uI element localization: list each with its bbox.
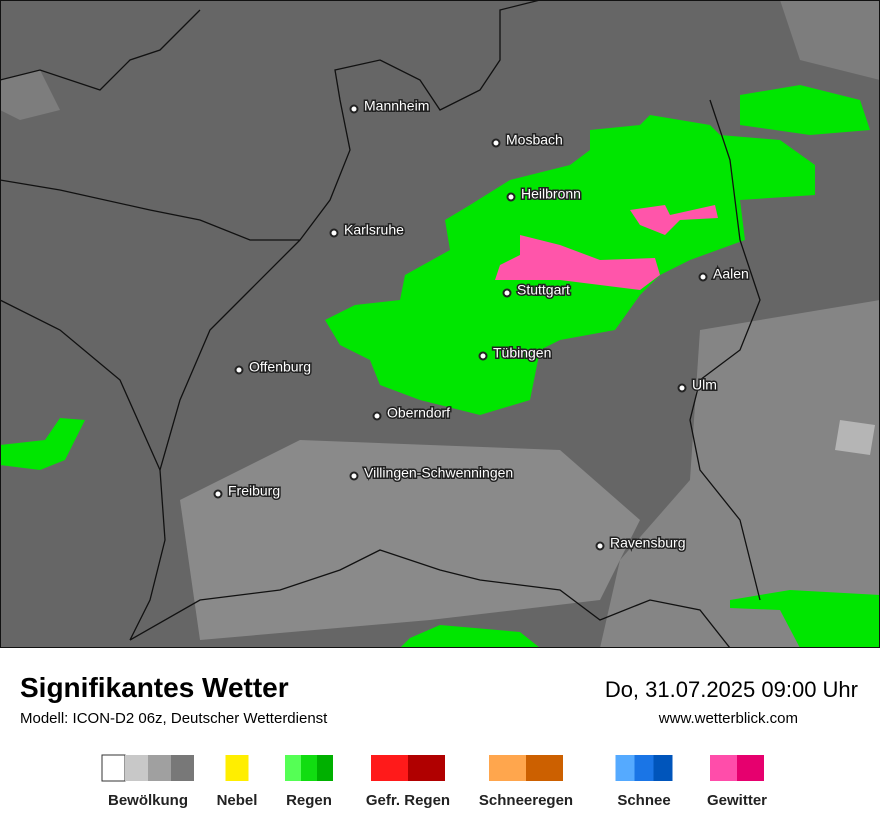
legend-swatch xyxy=(171,755,194,781)
cloud-area xyxy=(835,420,875,455)
cloud-area xyxy=(780,0,880,80)
city-marker xyxy=(213,489,223,499)
legend-swatch xyxy=(285,755,301,781)
rain-area xyxy=(400,625,540,648)
model-info: Modell: ICON-D2 06z, Deutscher Wetterdie… xyxy=(20,710,328,727)
city-label: Aalen xyxy=(713,266,749,282)
website: www.wetterblick.com xyxy=(658,710,798,727)
legend-swatch xyxy=(317,755,333,781)
state-border xyxy=(0,0,541,241)
legend-label: Nebel xyxy=(217,792,258,809)
city-label: Stuttgart xyxy=(517,282,570,298)
city-marker xyxy=(698,272,708,282)
legend-label: Gefr. Regen xyxy=(366,792,450,809)
legend-swatch xyxy=(225,755,249,781)
city-label: Mannheim xyxy=(364,98,429,114)
city-marker xyxy=(349,471,359,481)
city-marker xyxy=(234,365,244,375)
city-label: Oberndorf xyxy=(387,405,450,421)
city-marker xyxy=(502,288,512,298)
city-marker xyxy=(506,192,516,202)
legend-swatch xyxy=(710,755,737,781)
legend-swatch xyxy=(526,755,563,781)
city-label: Karlsruhe xyxy=(344,222,404,238)
legend: Bewölkung Nebel Regen Gefr. Regen Schneerege… xyxy=(101,754,767,809)
datetime: Do, 31.07.2025 09:00 Uhr xyxy=(604,677,858,702)
legend-swatch xyxy=(653,755,673,781)
city-marker xyxy=(677,383,687,393)
legend-label: Schnee xyxy=(617,792,670,809)
city-label: Villingen-Schwenningen xyxy=(364,465,513,481)
city-label: Freiburg xyxy=(228,483,280,499)
legend-swatch xyxy=(301,755,317,781)
city-marker xyxy=(372,411,382,421)
city-label: Offenburg xyxy=(249,359,311,375)
legend-label: Regen xyxy=(286,792,332,809)
state-border xyxy=(689,99,761,601)
legend-label: Gewitter xyxy=(707,792,767,809)
legend-label: Bewölkung xyxy=(108,792,188,809)
thunderstorm-area xyxy=(495,235,660,290)
legend-swatch xyxy=(489,755,526,781)
city-marker xyxy=(349,104,359,114)
city-marker xyxy=(329,228,339,238)
legend-swatch xyxy=(408,755,445,781)
city-label: Tübingen xyxy=(493,345,551,361)
rain-area xyxy=(730,590,880,648)
legend-swatch xyxy=(634,755,654,781)
region-border xyxy=(0,9,201,91)
city-label: Heilbronn xyxy=(521,186,581,202)
legend-swatch xyxy=(371,755,408,781)
rain-area xyxy=(0,418,85,470)
title: Signifikantes Wetter xyxy=(20,672,289,703)
thunderstorm-area xyxy=(630,205,718,235)
legend-swatch xyxy=(148,755,171,781)
legend-swatch xyxy=(125,755,148,781)
city-marker xyxy=(478,351,488,361)
city-marker xyxy=(595,541,605,551)
city-label: Mosbach xyxy=(506,132,563,148)
city-marker xyxy=(491,138,501,148)
city-label: Ravensburg xyxy=(610,535,686,551)
cloud-area xyxy=(0,70,60,120)
region-border xyxy=(0,299,161,471)
legend-swatch xyxy=(737,755,764,781)
map: Mannheim Mosbach Heilbronn Karlsruhe Aal… xyxy=(0,0,880,648)
legend-label: Schneeregen xyxy=(479,792,573,809)
country-border xyxy=(129,239,301,641)
country-border xyxy=(129,549,731,648)
cloud-area xyxy=(180,440,640,640)
rain-area xyxy=(740,85,870,135)
legend-swatch xyxy=(615,755,635,781)
city-label: Ulm xyxy=(692,377,717,393)
cloud-area xyxy=(600,300,880,648)
legend-swatch xyxy=(101,754,126,782)
